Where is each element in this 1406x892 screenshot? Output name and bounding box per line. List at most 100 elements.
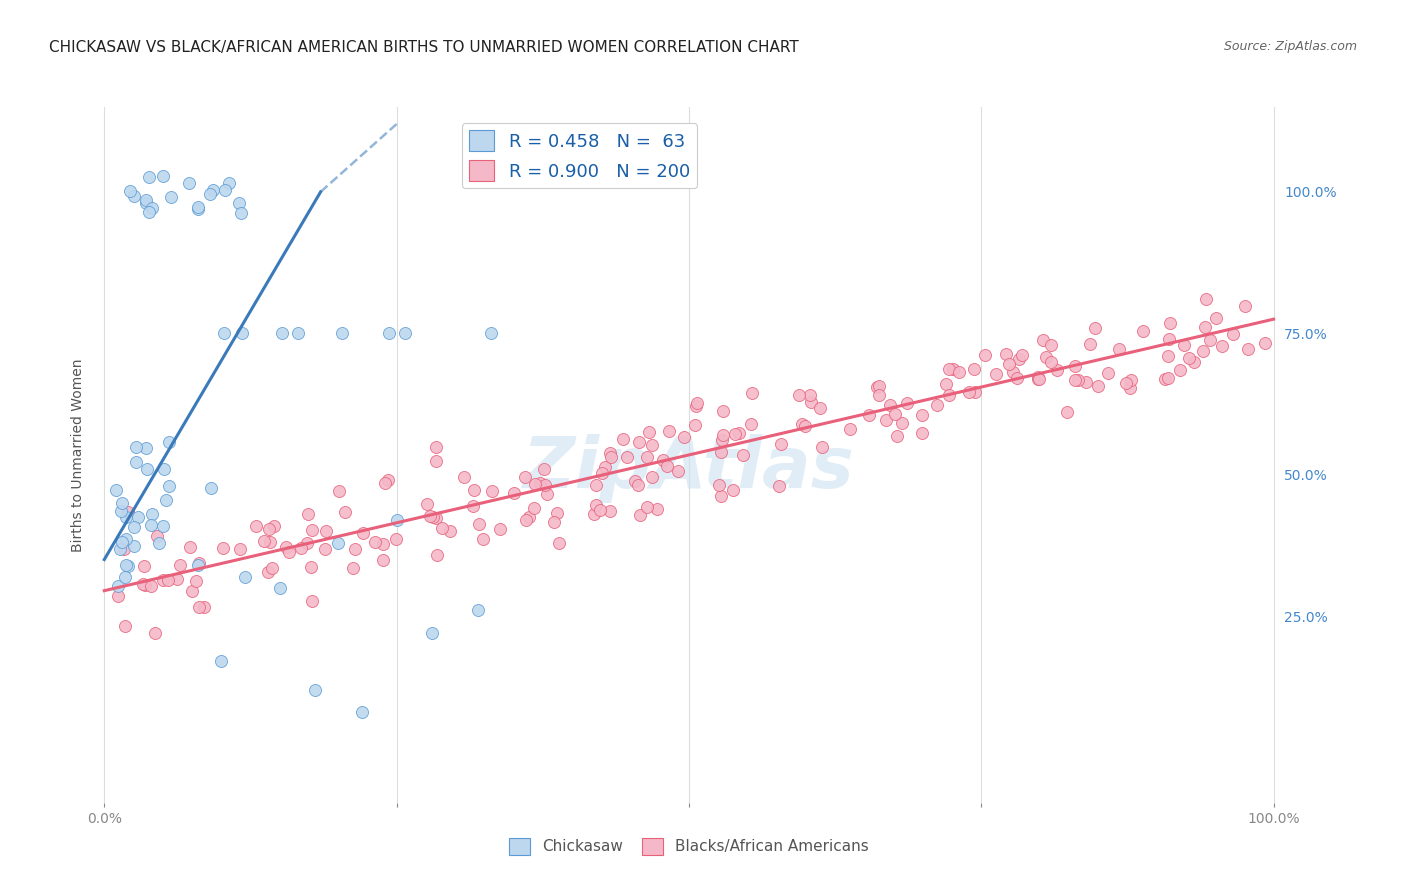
Point — [868, 388, 890, 402]
Point — [673, 430, 696, 444]
Point — [686, 395, 709, 409]
Point — [112, 541, 135, 556]
Point — [994, 347, 1017, 361]
Point — [589, 503, 612, 517]
Point — [1063, 373, 1085, 387]
Point — [134, 577, 156, 591]
Point — [523, 501, 546, 516]
Point — [463, 483, 485, 497]
Point — [1115, 376, 1137, 390]
Point — [136, 462, 159, 476]
Point — [1032, 333, 1054, 347]
Point — [891, 416, 914, 430]
Point — [627, 478, 650, 492]
Point — [866, 380, 889, 394]
Point — [377, 474, 399, 488]
Text: ZipAtlas: ZipAtlas — [523, 434, 855, 503]
Point — [1177, 351, 1199, 366]
Point — [117, 505, 139, 519]
Point — [453, 470, 475, 484]
Point — [789, 388, 811, 402]
Point — [488, 522, 510, 536]
Point — [1182, 354, 1205, 368]
Point — [770, 437, 793, 451]
Point — [1154, 371, 1177, 385]
Point — [187, 556, 209, 570]
Point — [135, 196, 157, 211]
Point — [117, 558, 139, 573]
Point — [911, 409, 934, 423]
Point — [160, 190, 183, 204]
Point — [157, 479, 180, 493]
Point — [655, 458, 678, 473]
Point — [502, 486, 524, 500]
Point — [152, 169, 174, 184]
Point — [1064, 359, 1087, 373]
Point — [297, 508, 319, 522]
Point — [628, 508, 651, 522]
Point — [1097, 366, 1119, 380]
Point — [911, 425, 934, 440]
Point — [740, 417, 762, 431]
Point — [1026, 370, 1049, 384]
Point — [957, 385, 980, 400]
Point — [187, 202, 209, 216]
Point — [808, 401, 831, 416]
Point — [638, 425, 661, 439]
Point — [153, 462, 176, 476]
Point — [1108, 343, 1130, 357]
Point — [114, 619, 136, 633]
Point — [998, 357, 1021, 371]
Point — [177, 176, 200, 190]
Point — [523, 477, 546, 491]
Point — [214, 184, 236, 198]
Point — [481, 483, 503, 498]
Point — [301, 594, 323, 608]
Point — [271, 326, 294, 341]
Point — [1195, 293, 1218, 307]
Point — [973, 348, 995, 362]
Point — [467, 603, 489, 617]
Point — [181, 583, 204, 598]
Point — [1066, 373, 1088, 387]
Point — [1157, 349, 1180, 363]
Point — [1194, 320, 1216, 334]
Point — [1199, 333, 1222, 347]
Point — [1087, 379, 1109, 393]
Point — [1074, 375, 1097, 389]
Point — [184, 574, 207, 589]
Point — [415, 497, 437, 511]
Point — [651, 453, 673, 467]
Point — [1040, 355, 1063, 369]
Point — [868, 379, 890, 393]
Point — [935, 376, 957, 391]
Point — [256, 565, 278, 579]
Point — [193, 600, 215, 615]
Point — [1035, 350, 1057, 364]
Point — [536, 487, 558, 501]
Point — [1192, 343, 1215, 358]
Point — [146, 529, 169, 543]
Point — [858, 409, 880, 423]
Point — [276, 540, 298, 554]
Point — [636, 450, 658, 464]
Point — [658, 424, 681, 438]
Point — [425, 440, 447, 454]
Point — [138, 169, 160, 184]
Text: CHICKASAW VS BLACK/AFRICAN AMERICAN BIRTHS TO UNMARRIED WOMEN CORRELATION CHART: CHICKASAW VS BLACK/AFRICAN AMERICAN BIRT… — [49, 40, 799, 55]
Point — [425, 454, 447, 468]
Point — [1028, 372, 1050, 386]
Point — [209, 654, 232, 668]
Point — [515, 513, 537, 527]
Point — [1211, 339, 1233, 353]
Point — [585, 478, 607, 492]
Point — [546, 506, 568, 520]
Point — [547, 536, 569, 550]
Point — [333, 505, 356, 519]
Point — [352, 525, 374, 540]
Point — [938, 388, 960, 402]
Point — [245, 518, 267, 533]
Point — [1159, 317, 1181, 331]
Point — [1011, 348, 1033, 362]
Point — [120, 184, 142, 198]
